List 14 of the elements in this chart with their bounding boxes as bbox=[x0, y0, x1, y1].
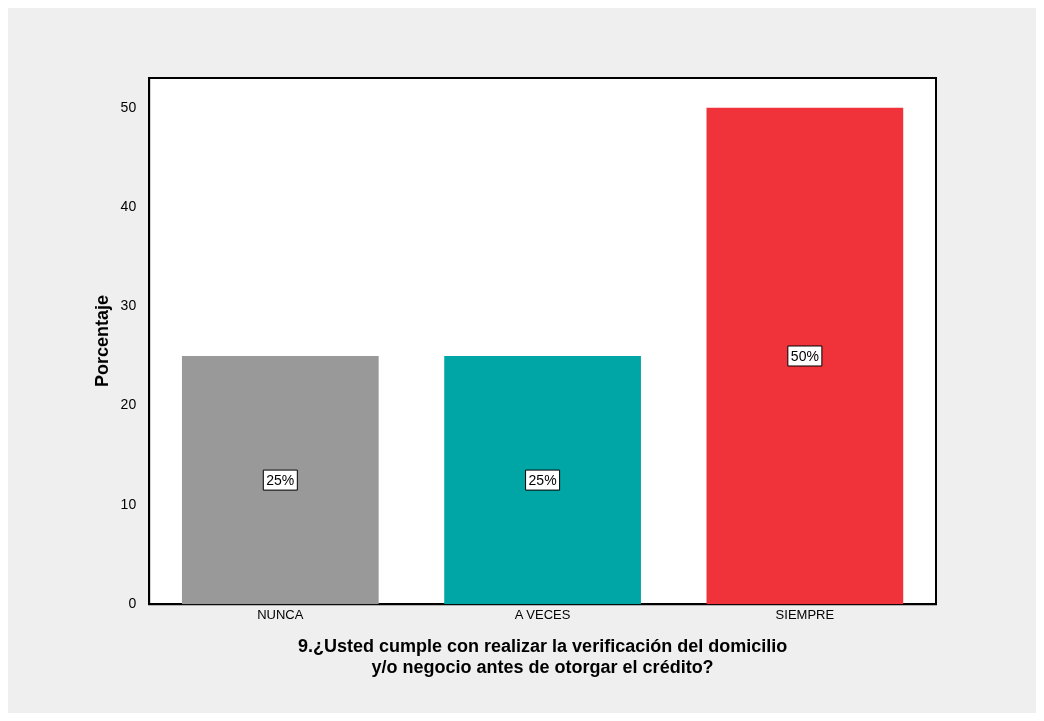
x-axis-title: 9.¿Usted cumple con realizar la verificación del domicilio y/o negocio antes de otorgar el crédito? bbox=[298, 635, 788, 678]
y-tick-label: 10 bbox=[120, 495, 137, 512]
data-label: 25% bbox=[528, 471, 557, 488]
y-tick-label: 0 bbox=[128, 595, 137, 612]
y-tick-label: 50 bbox=[120, 98, 137, 115]
x-tick-label: SIEMPRE bbox=[775, 606, 835, 622]
data-label: 25% bbox=[266, 471, 295, 488]
x-tick-label: NUNCA bbox=[257, 606, 304, 622]
data-label: 50% bbox=[790, 347, 819, 364]
x-tick-label: A VECES bbox=[514, 606, 571, 622]
y-axis-title: Porcentaje bbox=[91, 295, 112, 388]
y-tick-label: 30 bbox=[120, 297, 137, 314]
y-tick-label: 40 bbox=[120, 197, 137, 214]
y-tick-label: 20 bbox=[120, 396, 137, 413]
